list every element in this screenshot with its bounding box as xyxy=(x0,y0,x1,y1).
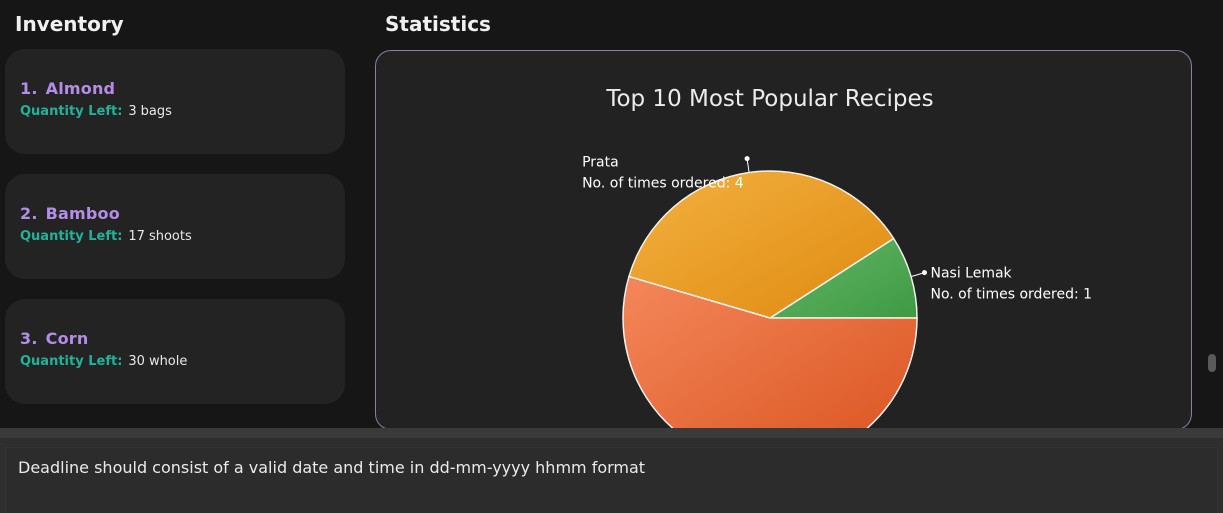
pie-slice xyxy=(767,237,918,319)
statistics-panel: Top 10 Most Popular Recipes Nasi Lemak No… xyxy=(375,50,1192,430)
item-name: 3. Corn xyxy=(20,329,330,348)
slice-label-value: No. of times ordered: 1 xyxy=(930,287,1092,303)
slice-label-value: No. of times ordered: 4 xyxy=(582,176,744,192)
pie-slice xyxy=(622,275,918,429)
item-name-text: Almond xyxy=(45,79,116,98)
scrollbar-thumb[interactable] xyxy=(1208,354,1216,372)
label-marker xyxy=(921,270,927,276)
pie-slice xyxy=(628,170,895,319)
statistics-title: Statistics xyxy=(385,12,491,36)
item-quantity: Quantity Left: 3 bags xyxy=(20,104,330,119)
item-name-text: Bamboo xyxy=(45,204,120,223)
quantity-value: 30 xyxy=(128,354,145,369)
item-index: 2. xyxy=(20,204,38,223)
item-quantity: Quantity Left: 30 whole xyxy=(20,354,330,369)
item-name: 2. Bamboo xyxy=(20,204,330,223)
result-display: Deadline should consist of a valid date … xyxy=(0,428,1223,513)
item-index: 3. xyxy=(20,329,38,348)
item-index: 1. xyxy=(20,79,38,98)
inventory-list[interactable]: 1. Almond Quantity Left: 3 bags 2. Bamboo Qu… xyxy=(5,49,345,424)
quantity-label: Quantity Left: xyxy=(20,104,123,119)
result-box: Deadline should consist of a valid date … xyxy=(5,447,1218,513)
quantity-unit: whole xyxy=(148,354,188,369)
quantity-label: Quantity Left: xyxy=(20,354,123,369)
result-message: Deadline should consist of a valid date … xyxy=(18,458,646,477)
quantity-unit: shoots xyxy=(148,229,192,244)
item-name: 1. Almond xyxy=(20,79,330,98)
quantity-value: 3 xyxy=(128,104,137,119)
slice-label-name: Nasi Lemak xyxy=(930,266,1012,282)
label-marker xyxy=(744,156,750,162)
pie-slices xyxy=(622,170,918,429)
pie-chart: Top 10 Most Popular Recipes Nasi Lemak No… xyxy=(582,86,1092,429)
item-quantity: Quantity Left: 17 shoots xyxy=(20,229,330,244)
quantity-value: 17 xyxy=(128,229,145,244)
inventory-title: Inventory xyxy=(15,12,124,36)
pie-labels: Nasi Lemak No. of times ordered: 1 Prata No… xyxy=(582,155,1092,303)
list-item[interactable]: 1. Almond Quantity Left: 3 bags xyxy=(5,49,345,154)
quantity-unit: bags xyxy=(140,104,172,119)
item-name-text: Corn xyxy=(45,329,89,348)
slice-label-name: Prata xyxy=(582,155,619,171)
quantity-label: Quantity Left: xyxy=(20,229,123,244)
chart-title: Top 10 Most Popular Recipes xyxy=(605,86,933,112)
list-item[interactable]: 3. Corn Quantity Left: 30 whole xyxy=(5,299,345,404)
list-item[interactable]: 2. Bamboo Quantity Left: 17 shoots xyxy=(5,174,345,279)
